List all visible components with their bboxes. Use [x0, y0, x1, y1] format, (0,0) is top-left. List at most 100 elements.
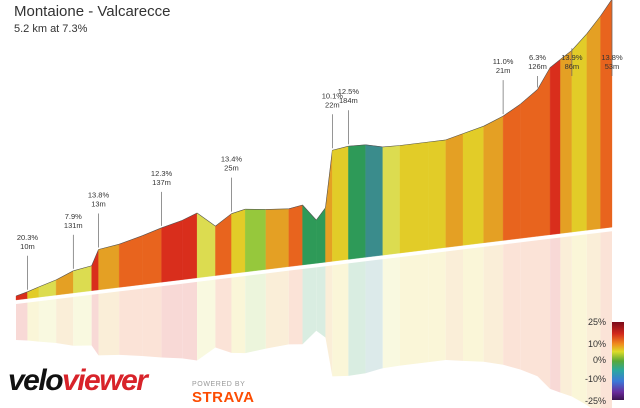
profile-edge	[365, 144, 383, 148]
annotation-length-label: 86m	[565, 62, 580, 71]
annotation-gradient-label: 6.3%	[529, 53, 546, 62]
reflection-segment	[231, 276, 246, 354]
profile-edge	[27, 286, 40, 293]
reflection-segment	[571, 234, 587, 406]
annotation-gradient-label: 12.5%	[338, 87, 360, 96]
reflection-segment	[600, 231, 612, 408]
reflection-segment	[520, 240, 538, 377]
annotation-length-label: 53m	[605, 62, 620, 71]
profile-edge	[73, 265, 92, 272]
legend-label-minus-25: -25%	[584, 396, 606, 406]
reflection-segment	[245, 273, 266, 354]
profile-segment	[537, 67, 551, 237]
reflection-segment	[38, 299, 57, 343]
profile-edge	[215, 213, 232, 227]
profile-edge	[399, 141, 429, 146]
legend-label-minus-10: -10%	[584, 374, 606, 384]
reflection-segment	[73, 294, 92, 346]
reflection-segment	[16, 302, 28, 341]
reflection-segment	[537, 238, 551, 389]
veloviewer-logo[interactable]: veloviewer	[8, 364, 148, 397]
profile-edge	[502, 103, 521, 117]
annotation-gradient-label: 20.3%	[17, 233, 39, 242]
reflection-segment	[483, 244, 504, 365]
profile-segment	[428, 139, 446, 250]
profile-edge	[15, 291, 28, 297]
profile-segment	[55, 270, 74, 296]
powered-by-label: POWERED BY	[192, 381, 246, 388]
profile-edge	[161, 220, 183, 229]
profile-edge	[141, 227, 162, 237]
profile-segment	[141, 227, 162, 285]
profile-segment	[245, 209, 267, 273]
annotation-gradient-label: 13.8%	[601, 53, 623, 62]
profile-segment	[302, 204, 317, 266]
profile-edge	[382, 145, 400, 148]
legend-label-0: 0%	[592, 355, 606, 365]
profile-edge	[196, 212, 216, 227]
profile-segment	[382, 145, 401, 256]
profile-segment	[182, 212, 198, 280]
annotation-length-label: 184m	[339, 96, 358, 105]
reflection-segment	[399, 253, 429, 366]
profile-edge	[348, 144, 366, 147]
profile-segment	[119, 235, 143, 288]
profile-segment	[161, 220, 183, 283]
profile-edge	[537, 67, 551, 90]
annotation-gradient-label: 11.0%	[493, 57, 514, 66]
profile-edge	[231, 208, 246, 214]
reflection-segment	[215, 277, 232, 353]
reflection-segment	[161, 283, 183, 359]
profile-segment	[325, 150, 333, 263]
profile-edge	[288, 204, 303, 210]
profile-edge	[119, 235, 143, 245]
annotation-gradient-label: 12.3%	[151, 169, 173, 178]
profile-edge	[38, 279, 57, 288]
profile-edge	[265, 208, 289, 210]
profile-edge	[445, 133, 464, 141]
profile-segment	[520, 89, 538, 239]
annotation-length-label: 126m	[528, 62, 547, 71]
profile-edge	[586, 15, 601, 34]
reflection-segment	[142, 286, 162, 358]
reflection-segment	[182, 281, 198, 361]
profile-edge	[560, 50, 573, 60]
profile-edge	[325, 150, 333, 208]
profile-edge	[483, 115, 504, 127]
profile-segment	[365, 144, 383, 258]
annotation-gradient-label: 7.9%	[65, 212, 82, 221]
profile-segment	[502, 103, 521, 241]
profile-segment	[445, 133, 464, 248]
reflection-segment	[56, 297, 74, 346]
annotation-gradient-label: 10.1%	[322, 91, 344, 100]
annotation-length-label: 131m	[64, 221, 83, 230]
profile-segment	[560, 49, 573, 234]
reflection-segment	[503, 242, 521, 370]
reflection-segment	[98, 291, 120, 356]
profile-edge	[302, 204, 317, 221]
reflection-segment	[560, 236, 572, 397]
reflection-segment	[365, 259, 383, 374]
reflection-segment	[445, 249, 463, 361]
reflection-segment	[265, 270, 289, 349]
profile-edge	[428, 139, 446, 143]
profile-segment	[462, 125, 484, 246]
annotation-gradient-label: 13.4%	[221, 155, 243, 164]
logo-viewer: viewer	[62, 364, 148, 397]
profile-segment	[399, 141, 429, 254]
profile-segment	[586, 15, 601, 231]
profile-edge	[571, 33, 588, 51]
reflection-segment	[91, 293, 99, 356]
profile-segment	[265, 208, 289, 270]
reflection-segment	[382, 257, 400, 369]
logo-velo: velo	[8, 364, 64, 397]
profile-segment	[332, 146, 349, 262]
strava-logo[interactable]: STRAVA	[192, 389, 255, 406]
profile-segment	[215, 213, 232, 276]
reflection-segment	[288, 269, 303, 345]
profile-segment	[196, 212, 216, 279]
profile-segment	[231, 208, 246, 274]
reflection-segment	[586, 232, 601, 408]
reflection-segment	[325, 265, 333, 377]
profile-edge	[332, 145, 349, 151]
